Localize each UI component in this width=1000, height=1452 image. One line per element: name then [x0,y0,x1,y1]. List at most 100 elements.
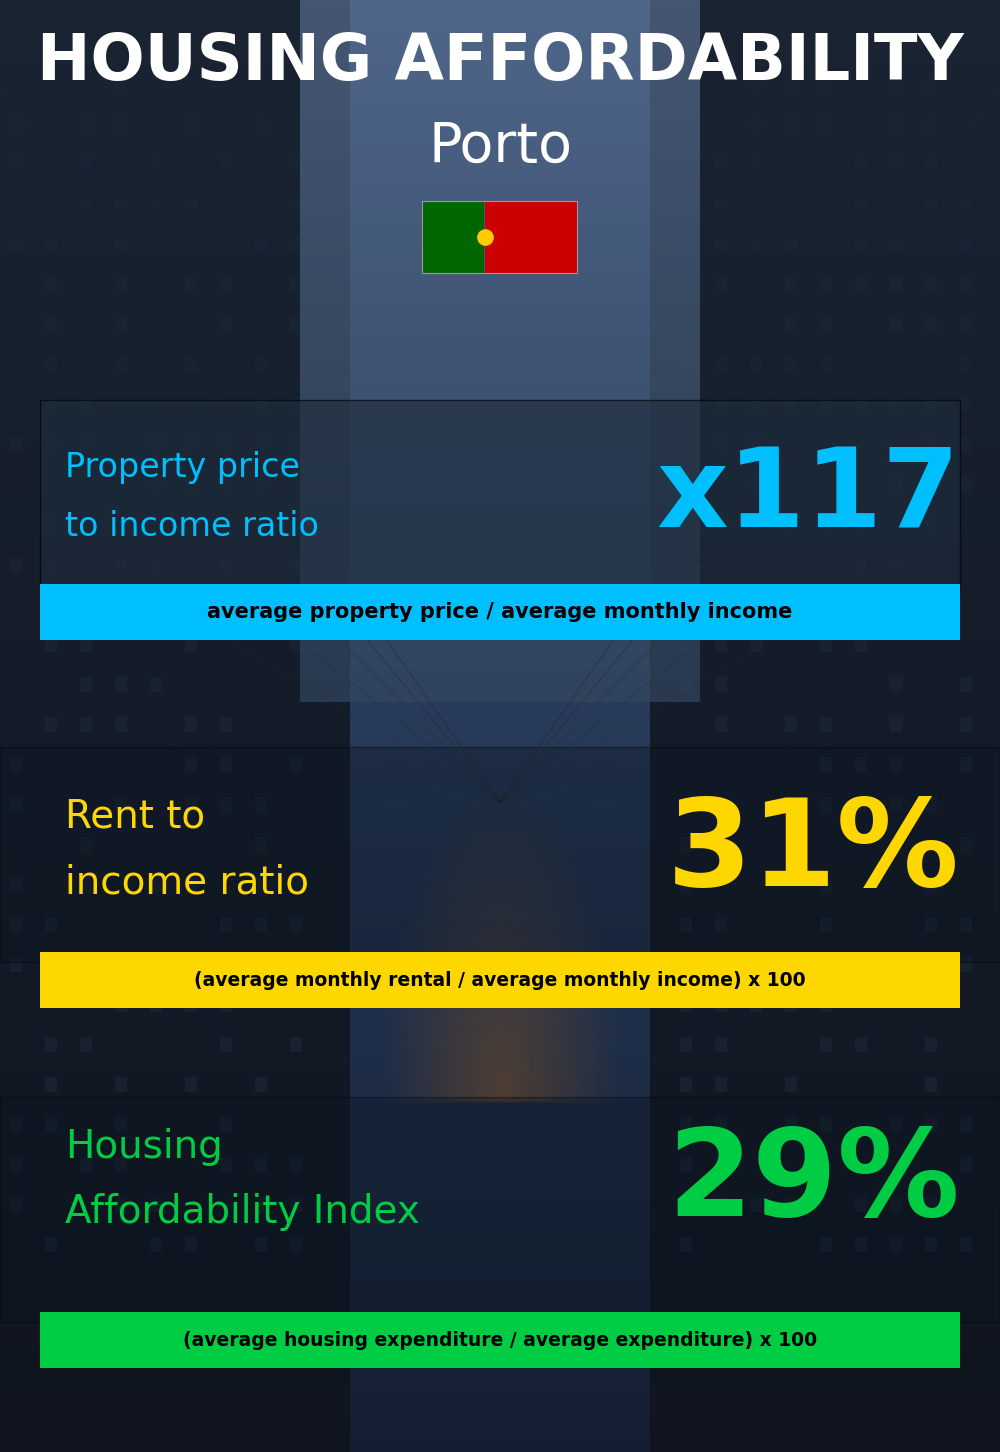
Bar [150,1237,162,1252]
Bar [750,998,762,1012]
Bar [890,677,902,693]
Bar [680,1237,692,1252]
Text: Porto: Porto [428,121,572,174]
Bar [960,237,972,253]
Bar [80,197,92,212]
Bar [185,1237,197,1252]
Bar [255,478,267,492]
Bar [290,517,302,531]
Bar [750,597,762,611]
Bar [890,118,902,132]
Bar [680,1117,692,1133]
Bar [220,317,232,333]
Bar [10,237,22,253]
Bar [680,1037,692,1053]
Bar [680,1077,692,1092]
Bar [10,558,22,572]
Text: 31%: 31% [667,793,960,910]
Bar [925,1077,937,1092]
Bar [855,756,867,772]
Bar [715,1157,727,1172]
Bar [45,1037,57,1053]
Bar [290,597,302,611]
Bar [115,237,127,253]
Bar [925,396,937,412]
Bar [750,77,762,91]
Bar [150,437,162,452]
Bar [855,237,867,253]
Text: average property price / average monthly income: average property price / average monthly… [207,603,793,621]
Bar [255,517,267,531]
Bar [715,717,727,732]
Bar [10,957,22,971]
Bar [290,197,302,212]
Bar [925,157,937,171]
Bar [45,437,57,452]
Bar [290,396,302,412]
Bar [290,1196,302,1212]
Bar [150,197,162,212]
Bar [115,558,127,572]
Bar [715,998,727,1012]
Bar [855,396,867,412]
Bar [890,277,902,292]
Bar [680,237,692,253]
Bar [150,877,162,892]
Bar [45,558,57,572]
Bar [925,1117,937,1133]
Bar [115,317,127,333]
Bar [290,1037,302,1053]
Bar [115,118,127,132]
Bar [715,357,727,372]
Bar [855,1237,867,1252]
Bar [785,77,797,91]
Bar [45,396,57,412]
Bar [10,1157,22,1172]
Bar [255,918,267,932]
Bar [715,1037,727,1053]
Bar [40,584,960,640]
Bar [10,437,22,452]
Bar [750,957,762,971]
Bar [80,396,92,412]
Bar [484,200,578,273]
Bar [150,998,162,1012]
Bar [45,277,57,292]
FancyBboxPatch shape [0,1098,1000,1321]
Bar [680,957,692,971]
Bar [890,717,902,732]
Bar [185,717,197,732]
Bar [680,1157,692,1172]
Bar [890,77,902,91]
Bar [855,277,867,292]
Bar [290,877,302,892]
Bar [80,836,92,852]
Bar [255,597,267,611]
Bar [10,1117,22,1133]
Bar [10,157,22,171]
Bar [255,1077,267,1092]
Bar [960,836,972,852]
Bar [115,1157,127,1172]
Bar [820,1037,832,1053]
Bar [960,957,972,971]
Bar [80,157,92,171]
Bar [785,118,797,132]
Bar [960,478,972,492]
Bar [115,357,127,372]
Text: Affordability Index: Affordability Index [65,1194,420,1231]
Bar [220,558,232,572]
Bar [960,1157,972,1172]
Bar [750,357,762,372]
Bar [150,677,162,693]
Bar [40,953,960,1008]
Bar [150,1196,162,1212]
Bar [422,200,484,273]
Bar [185,756,197,772]
Bar [45,517,57,531]
Bar [80,637,92,652]
Text: income ratio: income ratio [65,862,309,902]
Bar [255,1196,267,1212]
Bar [820,277,832,292]
Bar [820,77,832,91]
